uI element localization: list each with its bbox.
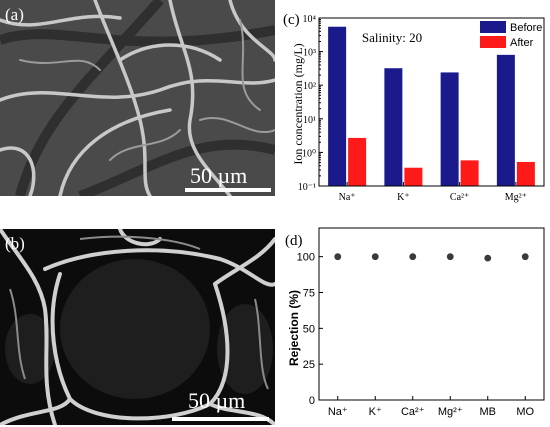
plot-frame-c [318, 17, 545, 187]
y-tick-label-d: 75 [303, 288, 315, 300]
panel-label-c-group: (c) [283, 12, 300, 28]
x-tick-label-d: MO [516, 406, 534, 418]
y-tick-label-c: 10⁰ [302, 148, 316, 159]
panel-label-d: (d) [285, 233, 303, 249]
y-tick-label-c: 10³ [303, 48, 316, 59]
x-tick-label-d: Mg²⁺ [438, 406, 463, 418]
bar-after-1 [404, 167, 423, 186]
sem-overlay-a: (a) 50 µm [5, 5, 247, 188]
sem-foam-texture-a [0, 0, 275, 196]
panel-label-c: (c) [283, 12, 300, 28]
x-tick-label-d: Ca²⁺ [401, 406, 425, 418]
y-axis-label-d: Rejection (%) [287, 290, 301, 366]
y-tick-label-c: 10¹ [303, 115, 316, 126]
chart-c: (c) Ion concentration (mg/L) Salinity: 2… [283, 12, 545, 203]
data-point-5 [521, 253, 529, 261]
bar-after-3 [516, 161, 535, 186]
panel-label-a: (a) [5, 5, 24, 24]
bar-before-2 [440, 72, 459, 186]
bar-before-3 [496, 54, 515, 187]
annotation-salinity: Salinity: 20 [362, 30, 422, 45]
y-tick-label-d: 0 [309, 395, 315, 407]
scale-bar-label-b: 50 µm [188, 388, 245, 413]
sem-image-b: (b) 50 µm [0, 229, 275, 425]
data-point-2 [409, 253, 417, 261]
data-point-0 [334, 253, 342, 261]
x-tick-label-c: Ca²⁺ [450, 192, 469, 203]
x-tick-label-c: Mg²⁺ [505, 192, 527, 203]
legend-swatch-after [480, 36, 506, 48]
y-tick-label-d: 25 [303, 359, 315, 371]
legend-swatch-before [480, 21, 506, 33]
y-tick-label-d: 100 [297, 252, 315, 264]
data-point-1 [371, 253, 379, 261]
legend-label-before: Before [510, 22, 542, 34]
sem-overlay-b: (b) 50 µm [5, 234, 245, 413]
plot-frame-d [318, 227, 545, 401]
y-tick-label-c: 10² [303, 81, 316, 92]
y-axis-label-c: Ion concentration (mg/L) [291, 43, 305, 164]
y-tick-label-d: 50 [303, 323, 315, 335]
data-point-4 [484, 254, 492, 262]
data-point-3 [446, 253, 454, 261]
bar-before-1 [384, 68, 403, 186]
x-tick-label-c: Na⁺ [339, 192, 356, 203]
sem-image-a: (a) 50 µm [0, 0, 275, 196]
y-tick-label-c: 10⁴ [303, 14, 317, 25]
y-tick-label-c: 10⁻¹ [298, 182, 316, 193]
bar-after-0 [348, 137, 367, 186]
bar-after-2 [460, 160, 479, 186]
legend-label-after: After [510, 37, 534, 49]
panel-label-b: (b) [5, 234, 25, 253]
x-tick-label-d: MB [480, 406, 497, 418]
bar-before-0 [328, 26, 347, 186]
x-tick-label-d: K⁺ [369, 406, 382, 418]
scale-bar-label-a: 50 µm [190, 163, 247, 188]
x-tick-label-c: K⁺ [397, 192, 410, 203]
sem-foam-texture-b [0, 229, 275, 425]
x-tick-label-d: Na⁺ [328, 406, 348, 418]
